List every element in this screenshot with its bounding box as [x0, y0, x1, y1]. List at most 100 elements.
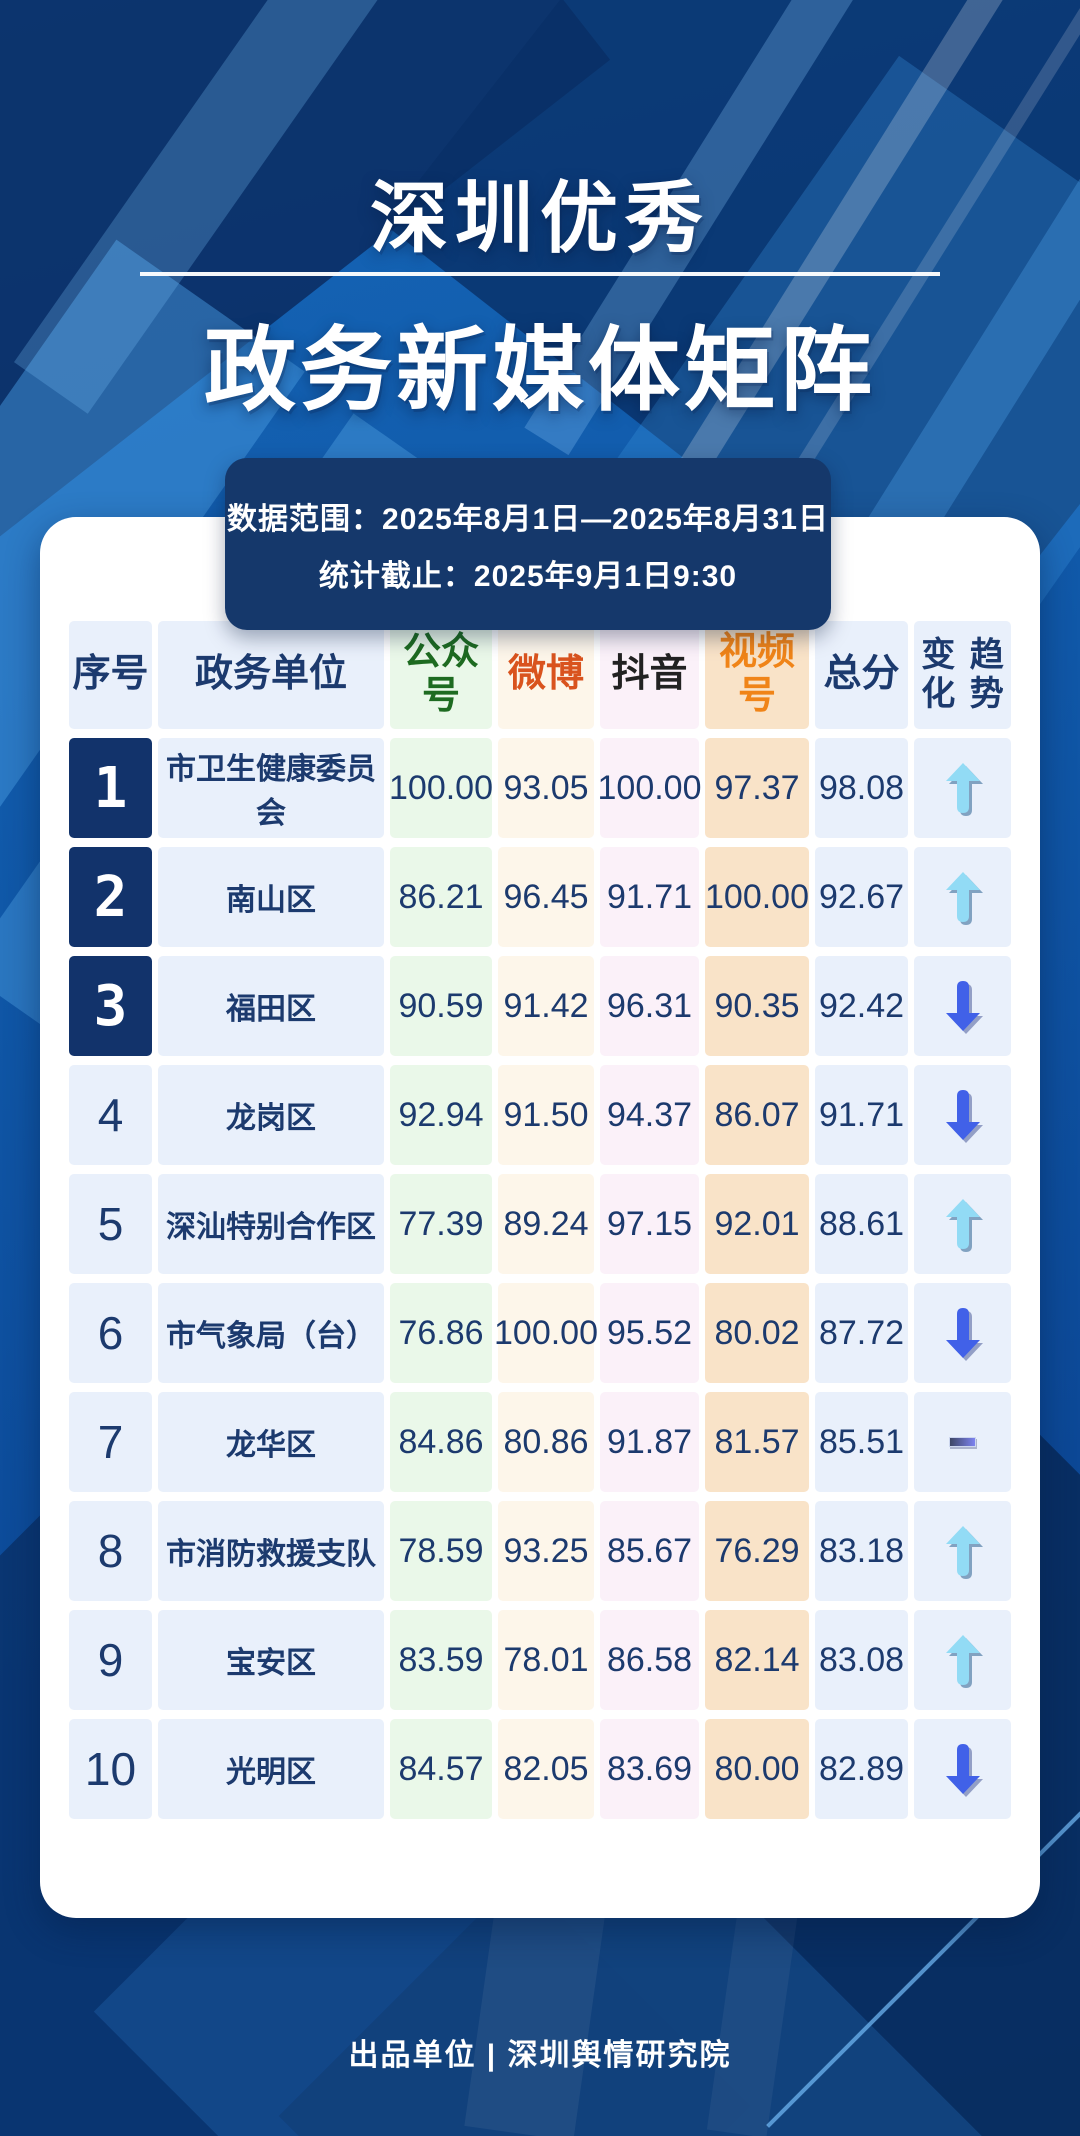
- score-cell-gzh: 90.59: [390, 956, 492, 1056]
- trend-cell: [914, 956, 1011, 1056]
- rank-cell: 1: [69, 738, 152, 838]
- unit-name-cell: 市消防救援支队: [158, 1501, 384, 1601]
- trend-cell: [914, 1283, 1011, 1383]
- score-cell-shipinhao: 86.07: [705, 1065, 809, 1165]
- trend-flat-icon: [949, 1437, 976, 1447]
- score-cell-douyin: 100.00: [598, 738, 702, 838]
- rank-cell: 10: [69, 1719, 152, 1819]
- column-header-total: 总分: [815, 621, 908, 729]
- score-cell-weibo: 93.25: [498, 1501, 594, 1601]
- trend-cell: [914, 1392, 1011, 1492]
- score-cell-gzh: 84.57: [390, 1719, 492, 1819]
- trend-cell: [914, 847, 1011, 947]
- unit-name-cell: 深汕特别合作区: [158, 1174, 384, 1274]
- score-cell-total: 82.89: [815, 1719, 908, 1819]
- date-range-banner: 数据范围：2025年8月1日—2025年8月31日 统计截止：2025年9月1日…: [225, 458, 831, 630]
- ranking-table: 序号 政务单位 公众号 微博 抖音 视频号 总分 变化 趋势 1 市卫生健康委员会 100.00 93.…: [69, 621, 1011, 1819]
- score-cell-shipinhao: 80.02: [705, 1283, 809, 1383]
- ranking-card: 序号 政务单位 公众号 微博 抖音 视频号 总分 变化 趋势 1 市卫生健康委员会 100.00 93.…: [40, 517, 1040, 1918]
- score-cell-gzh: 92.94: [390, 1065, 492, 1165]
- score-cell-weibo: 91.50: [498, 1065, 594, 1165]
- rank-cell: 2: [69, 847, 152, 947]
- score-cell-shipinhao: 82.14: [705, 1610, 809, 1710]
- trend-cell: [914, 1065, 1011, 1165]
- score-cell-shipinhao: 97.37: [705, 738, 809, 838]
- column-header-trend: 变化 趋势: [914, 621, 1011, 729]
- trend-down-icon: [945, 1090, 980, 1140]
- score-cell-gzh: 86.21: [390, 847, 492, 947]
- column-header-unit: 政务单位: [158, 621, 384, 729]
- score-cell-total: 92.42: [815, 956, 908, 1056]
- column-header-shipinhao: 视频号: [705, 621, 809, 729]
- score-cell-weibo: 80.86: [498, 1392, 594, 1492]
- rank-cell: 5: [69, 1174, 152, 1274]
- unit-name-cell: 光明区: [158, 1719, 384, 1819]
- score-cell-total: 98.08: [815, 738, 908, 838]
- column-header-gzh: 公众号: [390, 621, 492, 729]
- unit-name-cell: 南山区: [158, 847, 384, 947]
- score-cell-shipinhao: 80.00: [705, 1719, 809, 1819]
- score-cell-shipinhao: 76.29: [705, 1501, 809, 1601]
- score-cell-weibo: 91.42: [498, 956, 594, 1056]
- score-cell-douyin: 94.37: [600, 1065, 699, 1165]
- trend-down-icon: [945, 981, 980, 1031]
- rank-cell: 6: [69, 1283, 152, 1383]
- page-title-line2: 政务新媒体矩阵: [203, 320, 876, 422]
- page-title-line1: 深圳优秀: [369, 174, 710, 262]
- trend-down-icon: [945, 1744, 980, 1794]
- unit-name-cell: 市气象局（台）: [158, 1283, 384, 1383]
- title-divider: [140, 272, 940, 276]
- score-cell-total: 83.18: [815, 1501, 908, 1601]
- stats-cutoff-text: 统计截止：2025年9月1日9:30: [318, 559, 738, 593]
- score-cell-shipinhao: 90.35: [705, 956, 809, 1056]
- unit-name-cell: 市卫生健康委员会: [158, 738, 384, 838]
- footer-credit: 出品单位 | 深圳舆情研究院: [348, 2039, 732, 2072]
- score-cell-weibo: 82.05: [498, 1719, 594, 1819]
- rank-cell: 9: [69, 1610, 152, 1710]
- unit-name-cell: 宝安区: [158, 1610, 384, 1710]
- data-range-text: 数据范围：2025年8月1日—2025年8月31日: [227, 502, 829, 536]
- score-cell-douyin: 91.71: [600, 847, 699, 947]
- score-cell-total: 83.08: [815, 1610, 908, 1710]
- score-cell-gzh: 77.39: [390, 1174, 492, 1274]
- score-cell-douyin: 91.87: [600, 1392, 699, 1492]
- rank-cell: 7: [69, 1392, 152, 1492]
- trend-up-icon: [945, 1526, 980, 1576]
- score-cell-weibo: 96.45: [498, 847, 594, 947]
- trend-cell: [914, 1501, 1011, 1601]
- trend-cell: [914, 1719, 1011, 1819]
- score-cell-total: 92.67: [815, 847, 908, 947]
- rank-cell: 3: [69, 956, 152, 1056]
- trend-down-icon: [945, 1308, 980, 1358]
- column-header-douyin: 抖音: [600, 621, 699, 729]
- score-cell-weibo: 78.01: [498, 1610, 594, 1710]
- score-cell-gzh: 78.59: [390, 1501, 492, 1601]
- trend-up-icon: [945, 872, 980, 922]
- score-cell-weibo: 89.24: [498, 1174, 594, 1274]
- score-cell-douyin: 95.52: [600, 1283, 699, 1383]
- score-cell-douyin: 83.69: [600, 1719, 699, 1819]
- unit-name-cell: 福田区: [158, 956, 384, 1056]
- score-cell-douyin: 86.58: [600, 1610, 699, 1710]
- column-header-rank: 序号: [69, 621, 152, 729]
- score-cell-weibo: 100.00: [494, 1283, 598, 1383]
- score-cell-gzh: 84.86: [390, 1392, 492, 1492]
- rank-cell: 4: [69, 1065, 152, 1165]
- trend-up-icon: [945, 1199, 980, 1249]
- score-cell-douyin: 96.31: [600, 956, 699, 1056]
- score-cell-total: 85.51: [815, 1392, 908, 1492]
- column-header-weibo: 微博: [498, 621, 594, 729]
- trend-up-icon: [945, 1635, 980, 1685]
- rank-cell: 8: [69, 1501, 152, 1601]
- score-cell-total: 88.61: [815, 1174, 908, 1274]
- unit-name-cell: 龙岗区: [158, 1065, 384, 1165]
- score-cell-douyin: 97.15: [600, 1174, 699, 1274]
- trend-up-icon: [945, 763, 980, 813]
- score-cell-total: 87.72: [815, 1283, 908, 1383]
- score-cell-gzh: 76.86: [390, 1283, 492, 1383]
- score-cell-shipinhao: 92.01: [705, 1174, 809, 1274]
- score-cell-weibo: 93.05: [498, 738, 594, 838]
- unit-name-cell: 龙华区: [158, 1392, 384, 1492]
- score-cell-shipinhao: 81.57: [705, 1392, 809, 1492]
